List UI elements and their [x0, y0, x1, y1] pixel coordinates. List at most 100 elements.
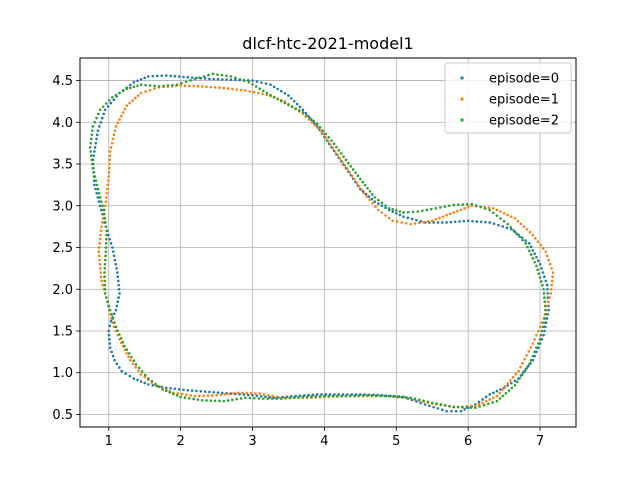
- data-point: [531, 248, 535, 252]
- data-point: [279, 397, 283, 400]
- data-point: [527, 249, 531, 253]
- data-point: [417, 398, 421, 402]
- data-point: [139, 77, 143, 81]
- data-point: [337, 148, 341, 152]
- data-point: [255, 80, 259, 83]
- data-point: [357, 184, 361, 188]
- data-point: [538, 325, 542, 329]
- data-point: [162, 84, 165, 88]
- data-point: [88, 146, 92, 149]
- data-point: [333, 150, 337, 153]
- data-point: [287, 103, 290, 107]
- data-point: [406, 216, 410, 220]
- data-point: [507, 389, 511, 392]
- data-point: [129, 83, 132, 87]
- data-point: [519, 365, 522, 369]
- data-point: [103, 279, 107, 283]
- data-point: [96, 187, 100, 191]
- data-point: [511, 376, 515, 379]
- data-point: [179, 395, 182, 399]
- data-point: [515, 232, 518, 236]
- data-point: [110, 141, 114, 145]
- data-point: [183, 84, 187, 88]
- data-point: [103, 292, 107, 295]
- data-point: [103, 262, 107, 266]
- data-point: [93, 175, 97, 178]
- data-point: [344, 394, 348, 398]
- data-point: [203, 77, 207, 80]
- data-point: [93, 183, 96, 187]
- data-point: [189, 394, 192, 397]
- data-point: [111, 250, 115, 253]
- data-point: [186, 75, 190, 79]
- data-point: [387, 206, 391, 210]
- data-point: [533, 252, 536, 256]
- data-point: [474, 406, 477, 410]
- data-point: [113, 129, 117, 132]
- data-point: [121, 89, 125, 93]
- data-point: [225, 74, 228, 78]
- data-point: [264, 82, 268, 85]
- data-point: [305, 395, 309, 399]
- y-tick-label: 1.5: [52, 324, 73, 339]
- data-point: [452, 203, 456, 207]
- data-point: [492, 206, 495, 210]
- data-point: [357, 394, 361, 397]
- data-point: [136, 84, 139, 88]
- y-tick-label: 1.0: [52, 366, 73, 381]
- data-point: [270, 397, 274, 400]
- data-point: [377, 198, 380, 202]
- data-point: [221, 391, 224, 395]
- data-point: [208, 390, 211, 394]
- data-point: [547, 308, 550, 312]
- data-point: [499, 217, 502, 220]
- data-point: [207, 73, 210, 77]
- data-point: [456, 203, 460, 207]
- data-point: [362, 191, 366, 195]
- data-point: [536, 268, 539, 272]
- data-point: [498, 391, 501, 395]
- data-point: [262, 393, 266, 396]
- data-point: [187, 84, 191, 88]
- data-point: [92, 179, 96, 183]
- data-point: [195, 389, 198, 393]
- data-point: [377, 202, 380, 205]
- data-point: [475, 220, 479, 223]
- data-point: [125, 348, 129, 351]
- data-point: [190, 389, 194, 392]
- data-point: [509, 226, 513, 229]
- data-point: [391, 210, 395, 213]
- data-point: [246, 393, 250, 397]
- data-point: [139, 91, 143, 95]
- data-point: [461, 406, 464, 409]
- data-point: [131, 99, 134, 102]
- data-point: [182, 75, 185, 79]
- data-point: [297, 395, 300, 399]
- data-point: [218, 399, 221, 403]
- data-point: [125, 87, 129, 91]
- data-point: [353, 178, 356, 181]
- data-point: [402, 211, 405, 214]
- data-point: [107, 233, 110, 237]
- data-point: [177, 387, 181, 391]
- data-point: [125, 104, 129, 107]
- data-point: [294, 107, 297, 110]
- data-point: [345, 167, 349, 171]
- data-point: [97, 250, 100, 253]
- data-point: [548, 296, 551, 299]
- data-point: [232, 391, 236, 395]
- data-point: [100, 279, 103, 283]
- data-point: [215, 393, 218, 397]
- data-point: [445, 409, 448, 413]
- data-point: [404, 222, 408, 225]
- data-point: [93, 150, 96, 153]
- data-point: [151, 74, 155, 78]
- data-point: [406, 210, 410, 214]
- data-point: [498, 397, 502, 400]
- data-point: [259, 394, 263, 398]
- data-point: [175, 394, 179, 397]
- legend-label: episode=1: [489, 93, 559, 108]
- data-point: [256, 91, 260, 95]
- data-point: [103, 287, 107, 291]
- data-point: [139, 380, 143, 383]
